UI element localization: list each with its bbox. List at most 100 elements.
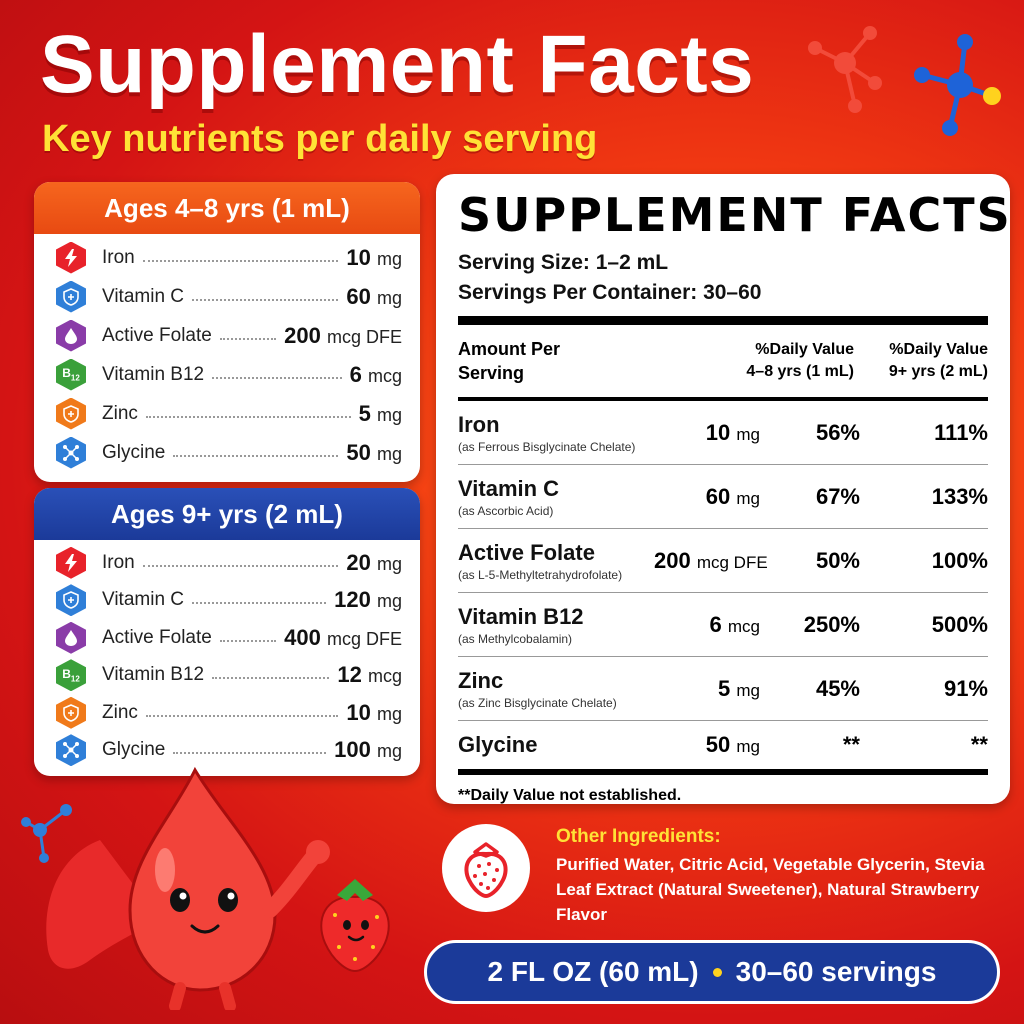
header-amount: Amount Per Serving bbox=[458, 339, 561, 383]
nutrient-name: Active Folate bbox=[102, 324, 212, 346]
container-size-badge: 2 FL OZ (60 mL) 30–60 servings bbox=[424, 940, 1000, 1004]
molecule-icon bbox=[808, 26, 882, 113]
nutrient-unit: mg bbox=[376, 248, 402, 269]
nutrient-amount: 10 mg bbox=[346, 699, 402, 725]
molecule-icon bbox=[914, 34, 1001, 136]
facts-nutrient-source: (as Ascorbic Acid) bbox=[458, 503, 554, 518]
page-subtitle: Key nutrients per daily serving bbox=[42, 118, 598, 160]
molecule-icon bbox=[56, 436, 86, 469]
divider bbox=[458, 397, 988, 401]
nutrient-amount: 120 mg bbox=[334, 587, 402, 613]
ingredients-title: Other Ingredients: bbox=[556, 826, 721, 847]
shield-icon bbox=[56, 397, 86, 430]
b12-icon: B12 bbox=[56, 659, 86, 692]
nutrient-unit: mg bbox=[376, 404, 402, 425]
nutrient-unit: mcg DFE bbox=[326, 628, 402, 649]
facts-row: Zinc (as Zinc Bisglycinate Chelate) 5 mg… bbox=[458, 657, 988, 721]
facts-nutrient: Vitamin C (as Ascorbic Acid) bbox=[458, 476, 654, 518]
age-card-title: Ages 9+ yrs (2 mL) bbox=[34, 488, 420, 540]
divider bbox=[458, 316, 988, 325]
droplet-icon bbox=[56, 621, 86, 654]
nutrient-name: Vitamin B12 bbox=[102, 363, 205, 385]
facts-nutrient: Glycine bbox=[458, 732, 654, 758]
facts-unit: mg bbox=[736, 424, 760, 444]
nutrient-row: Iron 10 mg bbox=[56, 238, 402, 277]
facts-table-header: Amount Per Serving %Daily Value 4–8 yrs … bbox=[458, 325, 988, 397]
facts-dv-9-plus: 111% bbox=[934, 419, 988, 445]
facts-amount: 50 mg bbox=[705, 732, 760, 757]
strawberry-badge bbox=[442, 824, 530, 912]
facts-nutrient-source: (as L-5-Methyltetrahydrofolate) bbox=[458, 567, 623, 582]
facts-nutrient-source: (as Zinc Bisglycinate Chelate) bbox=[458, 695, 617, 710]
nutrient-name: Zinc bbox=[102, 402, 138, 424]
nutrient-amount: 6 mcg bbox=[349, 361, 402, 387]
age-card-title: Ages 4–8 yrs (1 mL) bbox=[34, 182, 420, 234]
nutrient-unit: mcg DFE bbox=[326, 326, 402, 347]
age-card-9-plus: Ages 9+ yrs (2 mL) Iron 20 mg Vitamin C 120… bbox=[34, 488, 420, 776]
facts-heading: SUPPLEMENT FACTS bbox=[458, 188, 1012, 242]
facts-dv-9-plus: ** bbox=[970, 732, 988, 757]
facts-dv-4-8: 56% bbox=[815, 419, 860, 445]
header-dv-4-8: %Daily Value 4–8 yrs (1 mL) bbox=[746, 341, 854, 380]
nutrient-amount: 50 mg bbox=[346, 439, 402, 465]
facts-nutrient-source: (as Ferrous Bisglycinate Chelate) bbox=[458, 439, 636, 454]
servings-per-container: Servings Per Container: 30–60 bbox=[458, 281, 762, 304]
facts-row: Vitamin B12 (as Methylcobalamin) 6 mcg 2… bbox=[458, 593, 988, 657]
facts-dv-4-8: 45% bbox=[815, 675, 860, 701]
facts-nutrient-name: Glycine bbox=[458, 732, 538, 757]
nutrient-name: Vitamin B12 bbox=[102, 664, 205, 686]
shield-icon bbox=[56, 696, 86, 729]
facts-nutrient-name: Vitamin C bbox=[458, 475, 560, 501]
nutrient-name: Glycine bbox=[102, 441, 166, 463]
shield-icon bbox=[56, 280, 86, 313]
footnote: **Daily Value not established. bbox=[458, 787, 682, 804]
nutrient-amount: 60 mg bbox=[346, 283, 402, 309]
facts-nutrient: Vitamin B12 (as Methylcobalamin) bbox=[458, 604, 654, 646]
serving-size: Serving Size: 1–2 mL bbox=[458, 251, 669, 274]
facts-nutrient-name: Vitamin B12 bbox=[458, 603, 584, 629]
dotted-leader bbox=[219, 639, 277, 642]
facts-amount: 60 mg bbox=[705, 483, 760, 509]
nutrient-amount: 400 mcg DFE bbox=[284, 624, 402, 650]
strawberry-icon bbox=[464, 842, 508, 898]
nutrient-name: Active Folate bbox=[102, 626, 212, 648]
facts-dv-9-plus: 133% bbox=[931, 483, 988, 509]
nutrient-row: Active Folate 400 mcg DFE bbox=[56, 619, 402, 657]
nutrient-row: Vitamin C 120 mg bbox=[56, 582, 402, 620]
age-card-4-8: Ages 4–8 yrs (1 mL) Iron 10 mg Vitamin C 60… bbox=[34, 182, 420, 482]
facts-unit: mcg bbox=[727, 616, 760, 636]
nutrient-name: Vitamin C bbox=[102, 589, 185, 611]
nutrient-unit: mg bbox=[376, 591, 402, 612]
facts-unit: mg bbox=[736, 680, 760, 700]
nutrient-row: Glycine 50 mg bbox=[56, 433, 402, 472]
facts-amount: 5 mg bbox=[718, 675, 760, 701]
dotted-leader bbox=[145, 714, 339, 717]
servings-count: 30–60 servings bbox=[735, 956, 937, 987]
nutrient-row: Vitamin C 60 mg bbox=[56, 277, 402, 316]
supplement-facts-panel: SUPPLEMENT FACTS Serving Size: 1–2 mL Se… bbox=[436, 174, 1010, 804]
facts-row: Iron (as Ferrous Bisglycinate Chelate) 1… bbox=[458, 401, 988, 465]
dotted-leader bbox=[142, 564, 339, 567]
divider bbox=[458, 769, 988, 775]
container-size: 2 FL OZ (60 mL) bbox=[487, 956, 699, 987]
facts-unit: mg bbox=[736, 737, 760, 756]
lightning-icon bbox=[56, 546, 86, 579]
nutrient-amount: 12 mcg bbox=[337, 662, 402, 688]
facts-dv-4-8: 50% bbox=[815, 547, 860, 573]
dotted-leader bbox=[212, 376, 342, 379]
facts-nutrient: Iron (as Ferrous Bisglycinate Chelate) bbox=[458, 412, 654, 454]
facts-nutrient: Zinc (as Zinc Bisglycinate Chelate) bbox=[458, 668, 654, 710]
nutrient-unit: mg bbox=[376, 553, 402, 574]
nutrient-row: B12 Vitamin B12 12 mcg bbox=[56, 657, 402, 695]
facts-table-body: Iron (as Ferrous Bisglycinate Chelate) 1… bbox=[458, 401, 988, 769]
facts-dv-9-plus: 100% bbox=[931, 547, 988, 573]
ingredients-text: Purified Water, Citric Acid, Vegetable G… bbox=[556, 855, 985, 924]
facts-dv-4-8: 67% bbox=[815, 483, 860, 509]
facts-nutrient-name: Zinc bbox=[458, 667, 504, 693]
nutrient-amount: 200 mcg DFE bbox=[284, 322, 402, 348]
molecule-icon bbox=[21, 804, 72, 863]
dotted-leader bbox=[173, 454, 339, 457]
nutrient-row: Glycine 100 mg bbox=[56, 732, 402, 770]
facts-unit: mg bbox=[736, 488, 760, 508]
page-title: Supplement Facts bbox=[40, 19, 755, 110]
